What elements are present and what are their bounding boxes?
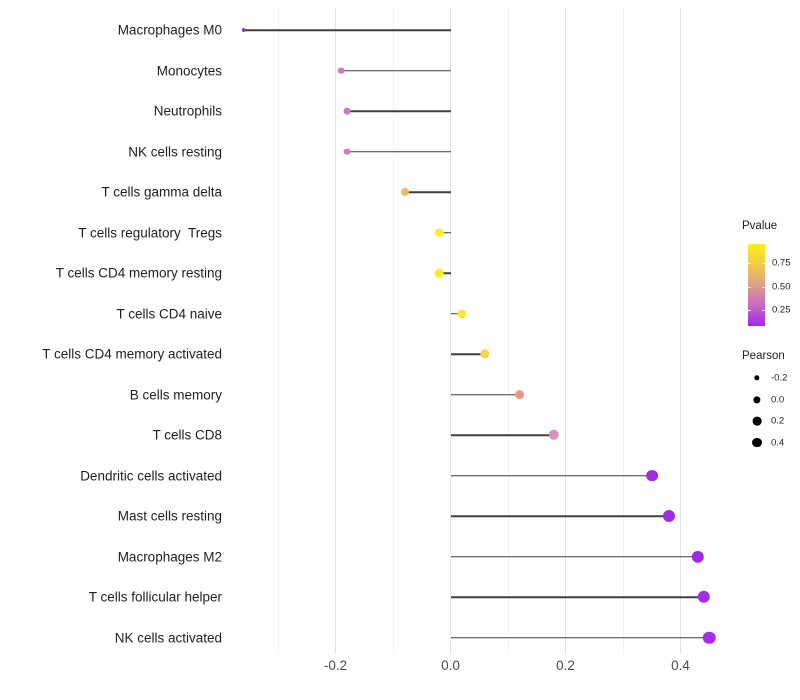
data-point	[662, 509, 676, 523]
x-tick-label: 0.0	[441, 658, 460, 673]
pvalue-bar-tick	[762, 286, 765, 288]
minor-gridline	[277, 8, 279, 654]
pvalue-bar-tick	[748, 310, 751, 312]
pvalue-legend: Pvalue 0.75 0.50 0.25	[742, 220, 800, 326]
data-point	[343, 148, 351, 155]
lollipop-stick	[439, 272, 451, 274]
major-gridline	[335, 8, 336, 654]
category-label: Dendritic cells activated	[80, 468, 222, 483]
pearson-legend-dot	[752, 416, 762, 426]
lollipop-stick	[450, 596, 704, 598]
lollipop-stick	[347, 110, 451, 112]
category-label: Macrophages M0	[117, 22, 222, 38]
pearson-legend-dot	[754, 375, 760, 381]
data-point	[514, 389, 525, 400]
lollipop-stick	[450, 353, 485, 355]
pearson-legend: Pearson -0.2 0.0 0.2 0.4	[742, 350, 800, 448]
data-point	[434, 228, 444, 237]
pearson-legend-label: 0.2	[771, 415, 785, 427]
minor-gridline	[622, 8, 624, 654]
data-point	[457, 308, 467, 319]
pearson-legend-label: 0.4	[771, 437, 785, 448]
lollipop-stick	[243, 29, 451, 31]
pvalue-bar-tick	[762, 262, 765, 264]
data-point	[697, 590, 710, 604]
pearson-legend-dot	[752, 437, 762, 448]
pvalue-legend-label: 0.75	[772, 257, 791, 269]
data-point	[400, 187, 409, 197]
minor-gridline	[392, 8, 394, 654]
major-gridline	[565, 8, 566, 654]
pvalue-bar-tick	[748, 286, 751, 288]
category-label: B cells memory	[129, 387, 222, 402]
x-tick-label: 0.4	[671, 658, 690, 673]
lollipop-stick	[450, 312, 462, 315]
lollipop-stick	[450, 555, 698, 558]
lollipop-stick	[450, 393, 520, 396]
lollipop-stick	[404, 191, 451, 193]
category-label: T cells CD4 naive	[116, 306, 222, 321]
lollipop-stick	[450, 474, 652, 477]
data-point	[645, 469, 658, 482]
pvalue-legend-label: 0.50	[772, 281, 791, 293]
data-point	[241, 28, 246, 32]
data-point	[548, 429, 560, 441]
lollipop-stick	[450, 636, 710, 639]
major-gridline	[450, 8, 451, 654]
data-point	[337, 67, 345, 74]
x-tick-label: -0.2	[323, 658, 348, 673]
category-label: T cells CD4 memory activated	[42, 346, 222, 362]
minor-gridline	[507, 8, 509, 654]
pearson-legend-title: Pearson	[742, 350, 785, 362]
lollipop-stick	[347, 150, 451, 153]
pearson-legend-label: -0.2	[771, 372, 788, 384]
category-label: NK cells resting	[128, 144, 222, 159]
lollipop-stick	[450, 434, 554, 436]
category-label: T cells follicular helper	[88, 589, 222, 605]
x-tick-label: 0.2	[556, 658, 575, 673]
category-label: T cells regulatory Tregs	[78, 225, 222, 240]
category-label: Monocytes	[156, 63, 222, 78]
data-point	[343, 107, 351, 115]
category-label: Neutrophils	[153, 103, 222, 119]
category-label: Mast cells resting	[117, 508, 222, 524]
major-gridline	[680, 8, 681, 654]
pvalue-bar-tick	[748, 262, 751, 264]
pearson-legend-dot	[753, 395, 761, 404]
category-label: T cells gamma delta	[101, 184, 222, 200]
lollipop-stick	[341, 69, 451, 72]
category-label: T cells CD8	[152, 427, 222, 443]
pvalue-bar-tick	[762, 310, 765, 312]
pvalue-legend-title: Pvalue	[742, 220, 778, 232]
category-label: NK cells activated	[114, 630, 222, 645]
category-label: T cells CD4 memory resting	[55, 265, 222, 281]
category-label: Macrophages M2	[117, 549, 222, 564]
data-point	[702, 631, 716, 644]
lollipop-stick	[450, 515, 669, 517]
data-point	[434, 268, 444, 278]
lollipop-stick	[439, 231, 451, 234]
pvalue-legend-label: 0.25	[772, 304, 791, 316]
data-point	[480, 349, 490, 359]
pearson-legend-label: 0.0	[771, 394, 785, 405]
data-point	[691, 550, 704, 563]
pvalue-gradient-bar	[748, 244, 765, 326]
